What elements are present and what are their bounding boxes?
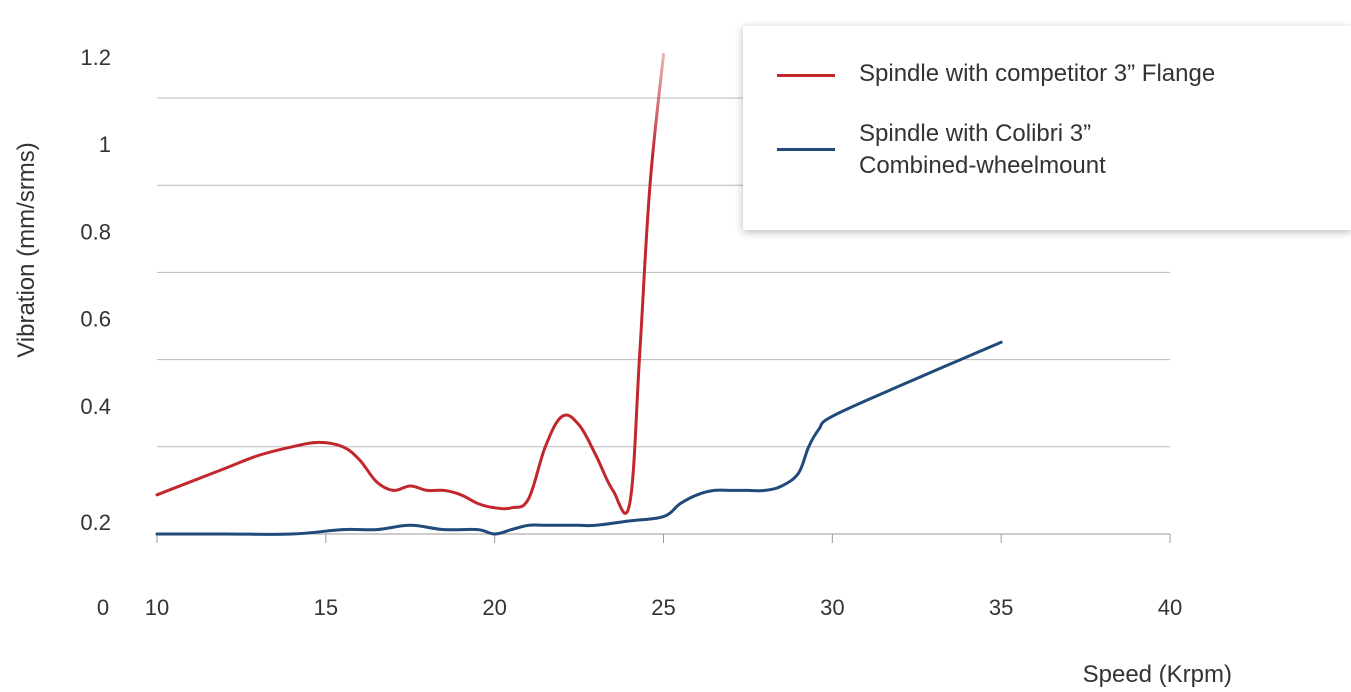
series-line xyxy=(155,340,1003,536)
series-line xyxy=(155,52,665,515)
x-tick-labels: 0 10 15 20 25 30 35 40 xyxy=(97,595,1182,620)
y-tick-label: 0.8 xyxy=(80,219,111,244)
series-lines xyxy=(155,52,1003,536)
legend-item-competitor: Spindle with competitor 3” Flange xyxy=(777,58,1339,90)
legend-swatch-colibri xyxy=(777,148,835,151)
x-tick-label: 35 xyxy=(989,595,1013,620)
y-tick-label: 1.2 xyxy=(80,45,111,70)
y-tick-labels: 0.2 0.4 0.6 0.8 1 1.2 xyxy=(80,45,111,535)
legend-label-colibri: Spindle with Colibri 3” Combined-wheelmo… xyxy=(859,120,1106,179)
legend-swatch-competitor xyxy=(777,74,835,77)
y-tick-label: 0.6 xyxy=(80,307,111,332)
x-tick-label: 10 xyxy=(145,595,169,620)
x-tick-label: 15 xyxy=(314,595,338,620)
y-tick-label: 0.2 xyxy=(80,510,111,535)
legend: Spindle with competitor 3” Flange Spindl… xyxy=(743,26,1351,230)
y-axis-title: Vibration (mm/srms) xyxy=(13,142,40,358)
legend-item-colibri: Spindle with Colibri 3” Combined-wheelmo… xyxy=(777,118,1189,182)
x-tick-label: 25 xyxy=(651,595,675,620)
legend-label-competitor: Spindle with competitor 3” Flange xyxy=(859,60,1216,87)
x-axis-title: Speed (Krpm) xyxy=(1083,661,1232,688)
y-tick-label: 0.4 xyxy=(80,394,111,419)
y-tick-label: 1 xyxy=(99,132,111,157)
x-tick-label: 30 xyxy=(820,595,844,620)
x-origin-label: 0 xyxy=(97,595,109,620)
x-tick-label: 40 xyxy=(1158,595,1182,620)
x-tick-label: 20 xyxy=(482,595,506,620)
axis-lines xyxy=(156,533,1171,543)
